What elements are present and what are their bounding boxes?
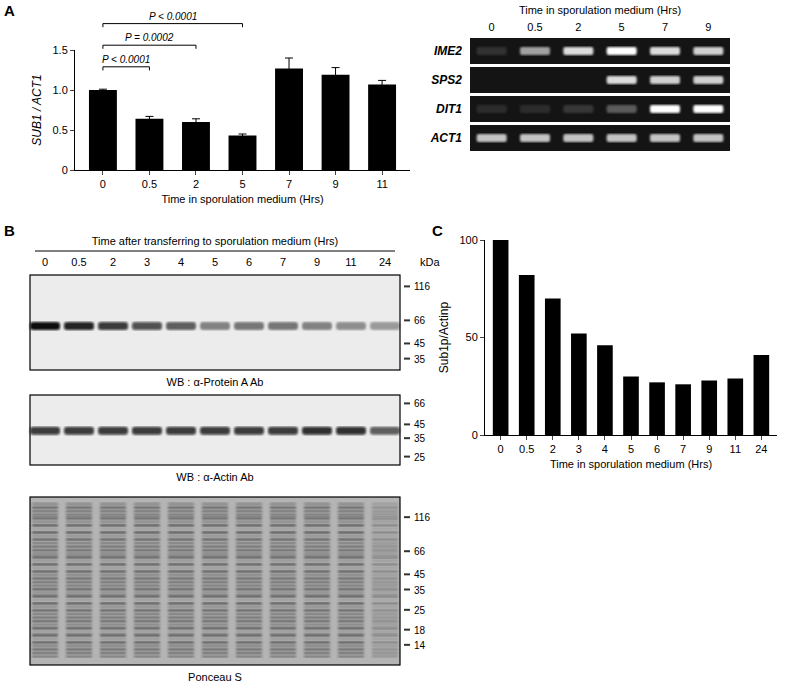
svg-text:66: 66 bbox=[414, 398, 426, 409]
svg-text:2: 2 bbox=[575, 21, 581, 33]
svg-text:Ponceau S: Ponceau S bbox=[188, 671, 242, 683]
svg-text:0: 0 bbox=[100, 178, 106, 190]
svg-text:9: 9 bbox=[332, 178, 338, 190]
svg-text:0.5: 0.5 bbox=[53, 124, 68, 136]
svg-text:100: 100 bbox=[459, 234, 477, 246]
svg-text:5: 5 bbox=[239, 178, 245, 190]
svg-text:25: 25 bbox=[414, 452, 426, 463]
svg-text:0.5: 0.5 bbox=[71, 256, 86, 268]
html-text:C: C bbox=[432, 222, 443, 239]
svg-text:11: 11 bbox=[730, 443, 741, 455]
svg-text:Time after transferring to spo: Time after transferring to sporulation m… bbox=[92, 235, 339, 247]
svg-text:0: 0 bbox=[498, 443, 504, 455]
svg-text:P < 0.0001: P < 0.0001 bbox=[102, 54, 150, 65]
svg-text:2: 2 bbox=[110, 256, 116, 268]
svg-text:SPS2: SPS2 bbox=[431, 73, 462, 87]
svg-text:9: 9 bbox=[314, 256, 320, 268]
svg-text:0: 0 bbox=[489, 21, 495, 33]
svg-text:7: 7 bbox=[662, 21, 668, 33]
svg-text:6: 6 bbox=[654, 443, 660, 455]
svg-text:6: 6 bbox=[246, 256, 252, 268]
svg-text:5: 5 bbox=[212, 256, 218, 268]
svg-text:1.0: 1.0 bbox=[53, 84, 68, 96]
svg-text:7: 7 bbox=[680, 443, 686, 455]
svg-text:0.5: 0.5 bbox=[142, 178, 157, 190]
svg-text:Time in sporulation medium (Hr: Time in sporulation medium (Hrs) bbox=[550, 458, 712, 470]
svg-text:3: 3 bbox=[576, 443, 582, 455]
svg-text:5: 5 bbox=[628, 443, 634, 455]
svg-text:ACT1: ACT1 bbox=[430, 131, 463, 145]
svg-text:35: 35 bbox=[414, 354, 426, 365]
svg-text:7: 7 bbox=[280, 256, 286, 268]
svg-text:0: 0 bbox=[42, 256, 48, 268]
svg-text:116: 116 bbox=[414, 281, 430, 292]
svg-text:SUB1 / ACT1: SUB1 / ACT1 bbox=[30, 74, 44, 146]
svg-text:35: 35 bbox=[414, 585, 426, 596]
svg-text:kDa: kDa bbox=[420, 256, 440, 268]
svg-text:7: 7 bbox=[286, 178, 292, 190]
svg-text:116: 116 bbox=[414, 512, 430, 523]
svg-text:9: 9 bbox=[706, 443, 712, 455]
svg-text:P = 0.0002: P = 0.0002 bbox=[125, 32, 174, 43]
svg-text:Time in sporulation medium (Hr: Time in sporulation medium (Hrs) bbox=[161, 193, 323, 205]
svg-text:WB : α-Actin Ab: WB : α-Actin Ab bbox=[176, 471, 253, 483]
svg-text:50: 50 bbox=[466, 331, 478, 343]
svg-text:11: 11 bbox=[345, 256, 356, 268]
svg-text:IME2: IME2 bbox=[434, 44, 462, 58]
svg-text:4: 4 bbox=[178, 256, 184, 268]
svg-text:4: 4 bbox=[602, 443, 608, 455]
svg-text:1.5: 1.5 bbox=[53, 44, 68, 56]
svg-text:P < 0.0001: P < 0.0001 bbox=[149, 11, 197, 22]
svg-text:0.5: 0.5 bbox=[527, 21, 542, 33]
svg-text:0: 0 bbox=[472, 429, 478, 441]
svg-text:2: 2 bbox=[193, 178, 199, 190]
html-text:B: B bbox=[4, 222, 15, 239]
html-text:A: A bbox=[4, 2, 15, 19]
svg-text:9: 9 bbox=[705, 21, 711, 33]
svg-text:14: 14 bbox=[414, 640, 426, 651]
svg-text:Time in sporulation medium (Hr: Time in sporulation medium (Hrs) bbox=[519, 4, 681, 16]
svg-text:DIT1: DIT1 bbox=[436, 102, 462, 116]
svg-text:24: 24 bbox=[755, 443, 767, 455]
svg-text:66: 66 bbox=[414, 546, 426, 557]
svg-text:5: 5 bbox=[619, 21, 625, 33]
svg-text:Sub1p/Actinp: Sub1p/Actinp bbox=[437, 301, 451, 373]
svg-text:25: 25 bbox=[414, 605, 426, 616]
svg-text:2: 2 bbox=[550, 443, 556, 455]
svg-text:45: 45 bbox=[414, 569, 426, 580]
svg-text:45: 45 bbox=[414, 419, 426, 430]
svg-text:WB : α-Protein A Ab: WB : α-Protein A Ab bbox=[167, 376, 264, 388]
svg-text:66: 66 bbox=[414, 315, 426, 326]
svg-text:24: 24 bbox=[379, 256, 391, 268]
svg-text:35: 35 bbox=[414, 433, 426, 444]
svg-text:18: 18 bbox=[414, 625, 426, 636]
svg-text:0.5: 0.5 bbox=[519, 443, 534, 455]
svg-text:11: 11 bbox=[376, 178, 387, 190]
svg-text:0: 0 bbox=[62, 164, 68, 176]
svg-text:45: 45 bbox=[414, 338, 426, 349]
svg-text:3: 3 bbox=[144, 256, 150, 268]
